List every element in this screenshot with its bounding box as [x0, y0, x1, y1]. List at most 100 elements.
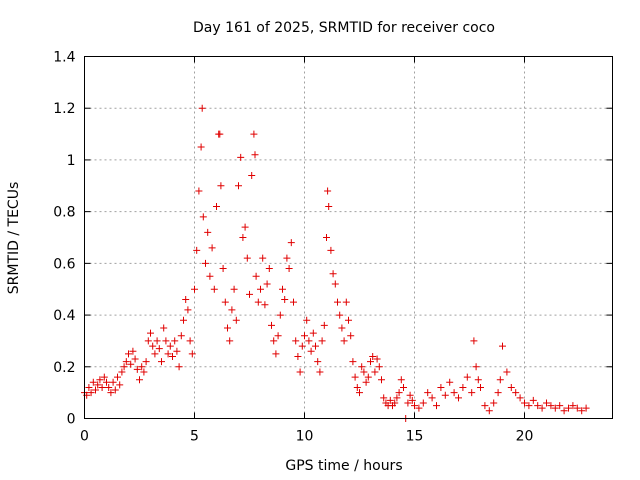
data-point	[133, 365, 141, 373]
axis-ticks: 0 0.2 0.4 0.6 0.8 1 1.2 1.4 0 5 10 15 20	[53, 50, 613, 445]
data-point	[345, 316, 352, 324]
data-point	[96, 376, 104, 384]
x-tick-label: 10	[296, 429, 314, 445]
data-point	[268, 321, 275, 329]
data-point	[380, 394, 388, 402]
data-point	[450, 389, 458, 397]
data-point	[92, 386, 99, 394]
data-point	[356, 389, 363, 397]
data-point	[516, 394, 524, 402]
data-point	[459, 383, 467, 391]
data-point	[323, 234, 330, 241]
data-point	[468, 389, 476, 397]
plot-frame	[84, 56, 613, 419]
data-point	[109, 378, 117, 386]
data-point	[499, 342, 506, 350]
data-point	[116, 381, 124, 389]
data-point	[408, 396, 416, 404]
data-point	[455, 394, 462, 402]
data-point	[251, 151, 259, 159]
data-point	[485, 407, 493, 415]
data-point	[111, 386, 119, 394]
data-point	[188, 350, 196, 358]
data-point	[250, 130, 258, 138]
x-tick-label: 20	[516, 429, 534, 445]
data-point	[360, 368, 368, 376]
data-point	[173, 347, 181, 355]
data-point	[153, 337, 161, 345]
data-point	[309, 329, 317, 337]
data-point	[391, 399, 399, 407]
data-point	[298, 342, 306, 350]
data-marks	[81, 104, 590, 422]
chart-title: Day 161 of 2025, SRMTID for receiver coc…	[193, 20, 495, 36]
data-point	[331, 280, 339, 288]
data-point	[87, 389, 95, 397]
data-point	[224, 324, 231, 332]
data-point	[254, 298, 262, 306]
data-point	[547, 402, 555, 410]
data-point	[543, 399, 550, 407]
data-point	[334, 298, 341, 306]
data-point	[107, 389, 115, 397]
data-point	[283, 254, 291, 262]
x-tick-label: 15	[406, 429, 424, 445]
data-point	[100, 373, 108, 381]
data-point	[351, 373, 359, 381]
data-point	[364, 373, 372, 381]
data-point	[474, 376, 482, 384]
data-point	[327, 246, 335, 254]
data-point	[470, 337, 478, 345]
data-point	[125, 350, 132, 358]
data-point	[556, 402, 564, 410]
data-point	[281, 296, 289, 304]
data-point	[338, 324, 346, 332]
data-point	[237, 153, 245, 161]
data-point	[490, 399, 498, 407]
data-point	[312, 342, 319, 350]
data-point	[279, 285, 286, 293]
data-point	[261, 301, 269, 309]
data-point	[367, 358, 374, 366]
data-point	[424, 389, 432, 397]
data-point	[369, 352, 377, 360]
data-point	[285, 265, 293, 273]
y-tick-label: 1.2	[53, 101, 75, 117]
data-point	[158, 358, 165, 366]
data-point	[349, 358, 357, 366]
data-point	[217, 182, 225, 190]
data-point	[131, 355, 139, 363]
data-point	[329, 270, 337, 278]
data-point	[573, 404, 581, 412]
data-point	[494, 389, 502, 397]
data-point	[503, 368, 511, 376]
data-point	[155, 345, 163, 353]
data-point	[186, 337, 194, 345]
data-point	[318, 337, 326, 345]
data-point	[270, 337, 278, 345]
data-point	[210, 285, 218, 293]
data-point	[243, 254, 251, 262]
data-point	[118, 368, 126, 376]
data-point	[274, 332, 282, 340]
data-point	[120, 363, 128, 371]
data-point	[160, 324, 168, 332]
data-point	[235, 182, 242, 190]
data-point	[162, 337, 170, 345]
x-tick-label: 0	[80, 429, 89, 445]
data-point	[180, 316, 187, 324]
data-point	[184, 306, 192, 314]
data-point	[521, 399, 528, 407]
data-point	[371, 368, 379, 376]
data-point	[290, 298, 297, 306]
data-point	[419, 399, 427, 407]
data-point	[428, 394, 436, 402]
data-point	[147, 329, 154, 337]
data-point	[512, 389, 520, 397]
data-point	[232, 316, 240, 324]
data-point	[259, 254, 267, 262]
y-tick-label: 0.8	[53, 205, 75, 221]
data-point	[565, 404, 572, 412]
data-point	[151, 350, 159, 358]
